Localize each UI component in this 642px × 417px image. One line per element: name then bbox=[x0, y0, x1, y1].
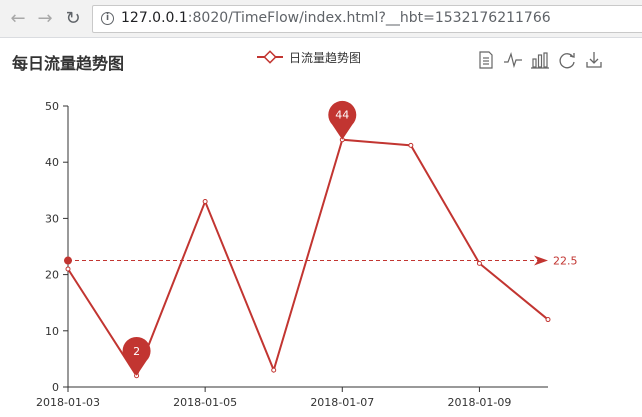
y-tick-label: 30 bbox=[45, 212, 59, 225]
data-point bbox=[202, 199, 208, 205]
browser-toolbar: ← → ↻ i 127.0.0.1:8020/TimeFlow/index.ht… bbox=[0, 0, 642, 38]
average-line-label: 22.5 bbox=[553, 255, 578, 268]
address-bar[interactable]: i 127.0.0.1:8020/TimeFlow/index.html?__h… bbox=[92, 5, 642, 33]
data-point bbox=[545, 317, 551, 323]
data-view-button[interactable] bbox=[476, 50, 496, 70]
arrow-right-icon: → bbox=[37, 8, 53, 29]
bar-chart-button[interactable] bbox=[530, 50, 550, 70]
y-tick-label: 0 bbox=[52, 381, 59, 394]
average-line-start-dot bbox=[64, 256, 72, 265]
save-image-icon bbox=[586, 52, 602, 68]
mark-point-pin-max bbox=[328, 100, 357, 140]
x-tick-label: 2018-01-07 bbox=[310, 396, 374, 409]
restore-button[interactable] bbox=[557, 50, 577, 70]
y-tick-label: 40 bbox=[45, 156, 59, 169]
bar-chart-icon bbox=[531, 52, 549, 69]
chart-title: 每日流量趋势图 bbox=[12, 54, 125, 73]
url-host: 127.0.0.1 bbox=[121, 10, 188, 26]
reload-button[interactable]: ↻ bbox=[62, 8, 84, 30]
data-point bbox=[65, 266, 71, 272]
x-tick-label: 2018-01-03 bbox=[36, 396, 100, 409]
arrow-left-icon: ← bbox=[10, 8, 26, 29]
legend-line-icon bbox=[257, 50, 283, 64]
url-text[interactable]: 127.0.0.1:8020/TimeFlow/index.html?__hbt… bbox=[121, 10, 551, 26]
info-icon[interactable]: i bbox=[101, 12, 114, 25]
data-point bbox=[476, 260, 482, 266]
back-button[interactable]: ← bbox=[7, 8, 29, 30]
forward-button[interactable]: → bbox=[34, 8, 56, 30]
x-tick-label: 2018-01-05 bbox=[173, 396, 237, 409]
data-point bbox=[408, 142, 414, 148]
url-path: :8020/TimeFlow/index.html?__hbt=15321762… bbox=[187, 10, 551, 26]
line-chart-button[interactable] bbox=[503, 50, 523, 70]
y-tick-label: 20 bbox=[45, 269, 59, 282]
y-tick-label: 50 bbox=[45, 100, 59, 113]
restore-icon bbox=[559, 53, 575, 69]
mark-point-label-max: 44 bbox=[335, 109, 349, 122]
mark-point-pin-min bbox=[122, 336, 151, 376]
average-line-arrow bbox=[534, 255, 548, 266]
legend-label: 日流量趋势图 bbox=[289, 51, 362, 65]
data-point bbox=[271, 367, 277, 373]
save-image-button[interactable] bbox=[584, 50, 604, 70]
data-view-icon bbox=[479, 51, 493, 69]
line-chart-icon bbox=[504, 51, 522, 69]
mark-point-label-min: 2 bbox=[133, 345, 140, 358]
x-tick-label: 2018-01-09 bbox=[447, 396, 511, 409]
y-tick-label: 10 bbox=[45, 325, 59, 338]
reload-icon: ↻ bbox=[65, 8, 81, 29]
